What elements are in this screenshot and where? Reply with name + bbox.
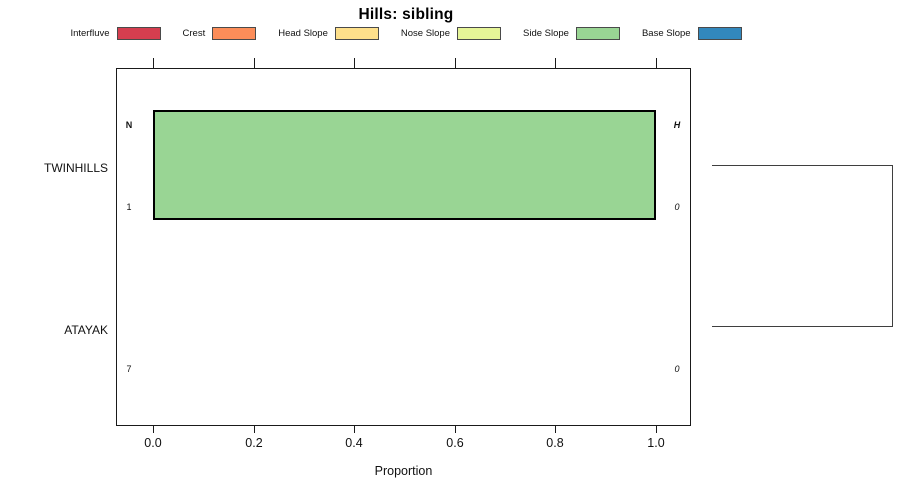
x-tick-label: 0.2 — [245, 436, 263, 450]
legend-item: Nose Slope — [401, 27, 501, 40]
x-tick-bottom — [555, 426, 556, 433]
x-tick-bottom — [153, 426, 154, 433]
legend-label: Head Slope — [278, 28, 328, 39]
legend-label: Base Slope — [641, 28, 691, 39]
count-header: N — [125, 120, 133, 130]
count-annotation: 1 — [126, 202, 132, 212]
legend-label: Nose Slope — [400, 28, 450, 39]
x-tick-top — [455, 58, 456, 68]
legend-swatch — [575, 27, 620, 40]
entropy-annotation: 0 — [674, 364, 680, 374]
x-tick-bottom — [455, 426, 456, 433]
dendrogram-bracket — [712, 165, 893, 327]
x-tick-bottom — [354, 426, 355, 433]
legend-label: Interfluve — [70, 28, 110, 39]
chart-title: Hills: sibling — [358, 6, 454, 23]
x-tick-top — [656, 58, 657, 68]
legend-swatch — [457, 27, 501, 40]
legend: Interfluve Crest Head Slope Nose Slope Side … — [0, 27, 812, 40]
x-axis-label: Proportion — [374, 464, 433, 478]
legend-swatch — [116, 27, 161, 40]
legend-item: Head Slope — [278, 27, 379, 40]
legend-swatch — [212, 27, 257, 40]
x-tick-top — [153, 58, 154, 68]
legend-swatch — [334, 27, 379, 40]
x-tick-top — [254, 58, 255, 68]
legend-item: Crest — [183, 27, 257, 40]
entropy-header: H — [673, 120, 681, 130]
x-tick-label: 0.6 — [446, 436, 464, 450]
x-tick-label: 0.4 — [345, 436, 363, 450]
x-tick-label: 0.8 — [546, 436, 564, 450]
legend-item: Side Slope — [523, 27, 620, 40]
legend-swatch — [697, 27, 742, 40]
y-axis-label: ATAYAK — [64, 323, 108, 337]
proportion-bar — [153, 110, 656, 220]
x-tick-bottom — [656, 426, 657, 433]
entropy-annotation: 0 — [674, 202, 680, 212]
x-tick-top — [354, 58, 355, 68]
legend-item: Interfluve — [70, 27, 161, 40]
y-axis-label: TWINHILLS — [43, 161, 108, 175]
x-tick-label: 1.0 — [647, 436, 665, 450]
legend-label: Crest — [182, 28, 206, 39]
x-tick-top — [555, 58, 556, 68]
x-tick-label: 0.0 — [144, 436, 162, 450]
legend-label: Side Slope — [523, 28, 569, 39]
count-annotation: 7 — [126, 364, 132, 374]
x-tick-bottom — [254, 426, 255, 433]
legend-item: Base Slope — [642, 27, 742, 40]
